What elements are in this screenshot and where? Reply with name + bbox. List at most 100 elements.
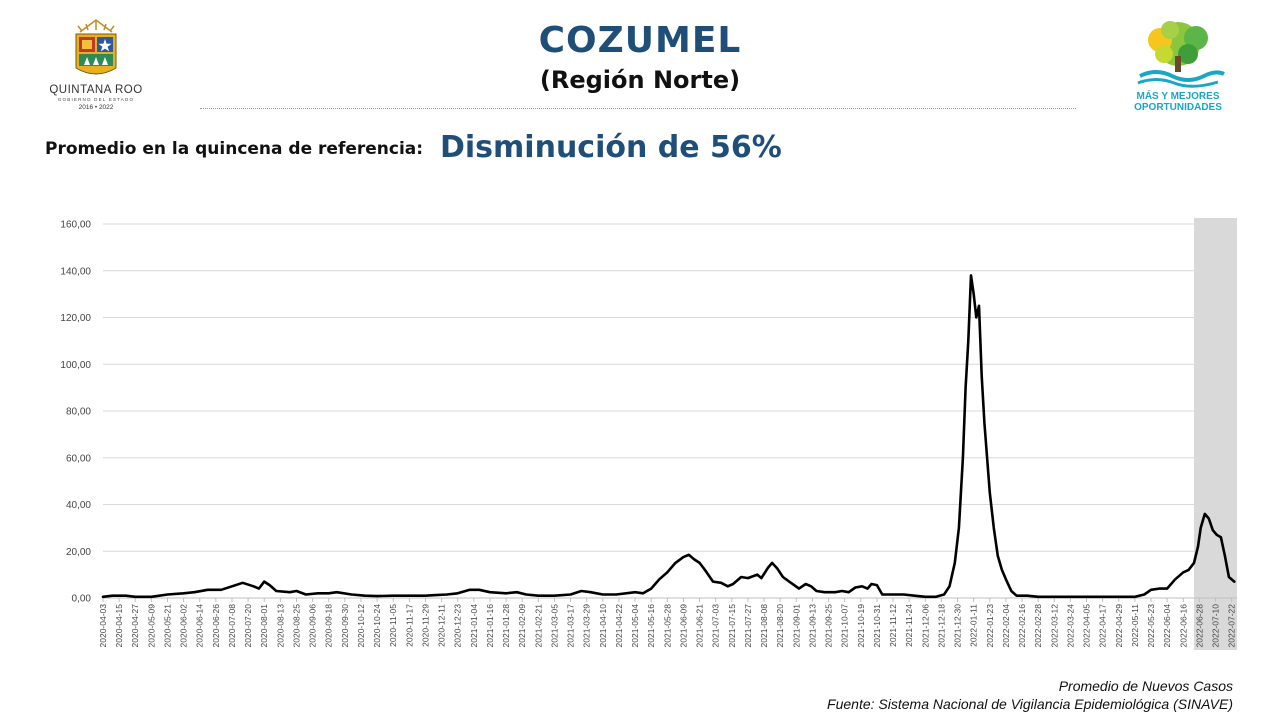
y-tick-label: 80,00 (66, 407, 91, 418)
source-label: Fuente: Sistema Nacional de Vigilancia E… (827, 696, 1233, 712)
y-tick-label: 20,00 (66, 547, 91, 558)
highlight-band (1194, 218, 1237, 650)
x-tick-label: 2021-04-10 (598, 604, 608, 648)
x-tick-label: 2021-09-01 (791, 604, 801, 648)
x-tick-label: 2021-10-31 (872, 604, 882, 648)
x-tick-label: 2021-11-24 (904, 604, 914, 647)
x-tick-label: 2020-09-06 (308, 604, 318, 648)
x-tick-label: 2021-09-13 (807, 604, 817, 648)
x-tick-label: 2021-12-30 (953, 604, 963, 648)
x-tick-label: 2022-04-29 (1114, 604, 1124, 648)
slogan-line-1: MÁS Y MEJORES (1136, 91, 1220, 102)
x-tick-label: 2020-07-08 (227, 604, 237, 648)
x-tick-label: 2021-11-12 (888, 604, 898, 647)
x-tick-label: 2022-06-04 (1162, 604, 1172, 648)
x-tick-label: 2021-02-09 (517, 604, 527, 648)
x-tick-label: 2022-06-28 (1194, 604, 1204, 648)
x-tick-label: 2022-02-28 (1033, 604, 1043, 648)
line-chart: 0,00 20,00 40,00 60,00 80,00 100,00 120,00 140,… (0, 200, 1280, 680)
x-tick-label: 2021-08-20 (775, 604, 785, 648)
x-tick-label: 2020-09-30 (340, 604, 350, 648)
x-tick-label: 2020-12-23 (453, 604, 463, 648)
x-tick-label: 2020-11-05 (388, 604, 398, 647)
x-tick-label: 2021-07-27 (743, 604, 753, 648)
chart-canvas: 0,00 20,00 40,00 60,00 80,00 100,00 120,00 140,… (60, 218, 1237, 650)
x-tick-label: 2020-06-02 (179, 604, 189, 648)
x-tick-label: 2021-05-04 (630, 604, 640, 648)
x-tick-label: 2020-07-20 (243, 604, 253, 648)
x-tick-label: 2021-12-06 (920, 604, 930, 648)
x-tick-label: 2020-04-03 (98, 604, 108, 648)
x-tick-label: 2021-12-18 (936, 604, 946, 648)
x-tick-label: 2021-08-08 (759, 604, 769, 648)
mas-y-mejores-oportunidades-logo: MÁS Y MEJORES OPORTUNIDADES (1120, 20, 1236, 116)
x-tick-label: 2021-10-07 (840, 604, 850, 648)
series-line (101, 274, 1236, 599)
x-tick-label: 2020-06-14 (195, 604, 205, 648)
x-tick-label: 2020-11-29 (420, 604, 430, 647)
x-tick-label: 2021-10-19 (856, 604, 866, 648)
y-tick-label: 160,00 (60, 220, 91, 231)
x-tick-label: 2022-04-05 (1082, 604, 1092, 648)
x-tick-label: 2022-03-24 (1065, 604, 1075, 648)
y-tick-label: 140,00 (60, 266, 91, 277)
x-tick-label: 2022-01-23 (985, 604, 995, 648)
state-government-label: GOBIERNO DEL ESTADO (57, 97, 135, 102)
x-tick-label: 2022-05-23 (1146, 604, 1156, 648)
x-tick-label: 2022-01-11 (969, 604, 979, 647)
x-tick-label: 2020-06-26 (211, 604, 221, 648)
y-tick-label: 40,00 (66, 500, 91, 511)
x-tick-label: 2022-07-10 (1211, 604, 1221, 648)
x-tick-label: 2020-05-21 (162, 604, 172, 648)
x-tick-label: 2021-07-15 (727, 604, 737, 648)
x-tick-label: 2020-10-24 (372, 604, 382, 648)
page-title: COZUMEL (538, 20, 742, 61)
x-tick-label: 2021-07-03 (711, 604, 721, 648)
y-tick-label: 100,00 (60, 360, 91, 371)
x-tick-label: 2021-03-29 (582, 604, 592, 648)
x-tick-label: 2021-05-28 (662, 604, 672, 648)
x-tick-label: 2020-04-27 (130, 604, 140, 648)
reference-period-label: Promedio en la quincena de referencia: (45, 139, 424, 159)
y-tick-label: 0,00 (72, 594, 92, 605)
x-tick-label: 2020-10-12 (356, 604, 366, 648)
x-tick-label: 2021-02-21 (533, 604, 543, 648)
x-tick-label: 2022-03-12 (1049, 604, 1059, 648)
state-name: QUINTANA ROO (49, 84, 143, 96)
x-tick-label: 2021-03-17 (566, 604, 576, 648)
x-tick-label: 2020-08-13 (275, 604, 285, 648)
state-years: 2016 • 2022 (78, 104, 114, 111)
x-tick-label: 2020-11-17 (404, 604, 414, 647)
x-tick-label: 2021-03-05 (549, 604, 559, 648)
x-tick-label: 2022-05-11 (1130, 604, 1140, 647)
x-tick-label: 2020-04-15 (114, 604, 124, 648)
series-label: Promedio de Nuevos Casos (1058, 678, 1233, 694)
header-divider (200, 108, 1076, 109)
x-tick-label: 2020-08-01 (259, 604, 269, 648)
x-tick-label: 2021-01-04 (469, 604, 479, 648)
x-tick-label: 2022-04-17 (1098, 604, 1108, 648)
x-tick-label: 2022-02-16 (1017, 604, 1027, 648)
reference-period-value: Disminución de 56% (440, 130, 782, 165)
state-crest-icon (75, 19, 117, 75)
x-tick-label: 2020-09-18 (324, 604, 334, 648)
y-tick-label: 120,00 (60, 313, 91, 324)
y-tick-label: 60,00 (66, 453, 91, 464)
x-tick-label: 2021-09-25 (824, 604, 834, 648)
x-tick-label: 2021-06-09 (678, 604, 688, 648)
quintana-roo-logo: QUINTANA ROO GOBIERNO DEL ESTADO 2016 • … (44, 18, 148, 114)
x-tick-label: 2020-05-09 (146, 604, 156, 648)
x-tick-label: 2021-05-16 (646, 604, 656, 648)
x-tick-label: 2021-01-16 (485, 604, 495, 648)
x-tick-label: 2021-01-28 (501, 604, 511, 648)
x-tick-label: 2021-04-22 (614, 604, 624, 648)
slogan-line-2: OPORTUNIDADES (1134, 102, 1222, 113)
page-subtitle: (Región Norte) (539, 66, 741, 94)
x-tick-label: 2020-08-25 (291, 604, 301, 648)
tree-logo-icon (1137, 21, 1225, 88)
x-tick-label: 2022-07-22 (1227, 604, 1237, 648)
x-tick-label: 2020-12-11 (437, 604, 447, 647)
x-tick-label: 2021-06-21 (695, 604, 705, 648)
x-tick-label: 2022-02-04 (1001, 604, 1011, 648)
x-tick-label: 2022-06-16 (1178, 604, 1188, 648)
